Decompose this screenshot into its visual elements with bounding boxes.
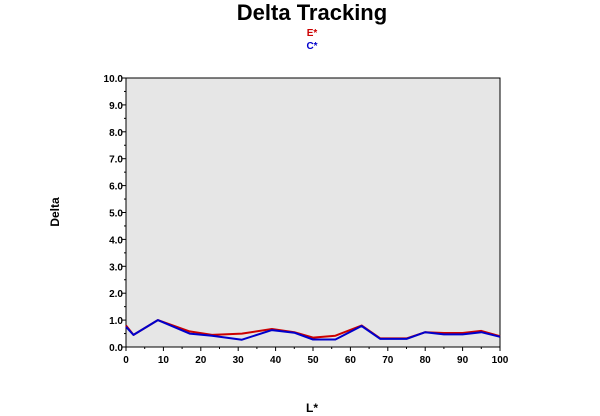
- plot-area: [125, 77, 501, 348]
- chart-title: Delta Tracking: [237, 0, 387, 25]
- x-tick-label: 100: [492, 355, 509, 366]
- legend-entry-c: C*: [306, 41, 317, 52]
- x-axis-ticks: 0 10 20 30 40 50 60 70 80 90 100: [123, 347, 509, 366]
- y-tick-label: 7.0: [109, 155, 123, 166]
- x-tick-label: 0: [123, 355, 129, 366]
- legend: E* C*: [306, 28, 317, 52]
- y-tick-label: 2.0: [109, 289, 123, 300]
- y-axis-ticks: 0.0 1.0 2.0 3.0 4.0 5.0 6.0 7.0 8.0 9.0 10.0: [104, 74, 126, 354]
- x-tick-label: 60: [345, 355, 357, 366]
- x-tick-label: 30: [233, 355, 245, 366]
- y-tick-label: 9.0: [109, 101, 123, 112]
- x-tick-label: 90: [457, 355, 469, 366]
- x-tick-label: 20: [195, 355, 207, 366]
- y-tick-label: 6.0: [109, 182, 123, 193]
- x-tick-label: 80: [420, 355, 432, 366]
- y-tick-label: 4.0: [109, 235, 123, 246]
- y-tick-label: 10.0: [104, 74, 124, 85]
- y-tick-label: 5.0: [109, 209, 123, 220]
- x-tick-label: 70: [382, 355, 394, 366]
- series-lines: [125, 319, 501, 341]
- x-tick-label: 50: [307, 355, 319, 366]
- series-line-e: [125, 319, 501, 340]
- legend-entry-e: E*: [307, 28, 318, 39]
- series-line-c: [125, 319, 501, 341]
- x-tick-label: 40: [270, 355, 282, 366]
- y-tick-label: 3.0: [109, 262, 123, 273]
- y-tick-label: 0.0: [109, 343, 123, 354]
- y-axis-label: Delta: [48, 197, 62, 227]
- y-tick-label: 1.0: [109, 316, 123, 327]
- x-tick-label: 10: [158, 355, 170, 366]
- x-axis-label: L*: [306, 401, 318, 415]
- y-tick-label: 8.0: [109, 128, 123, 139]
